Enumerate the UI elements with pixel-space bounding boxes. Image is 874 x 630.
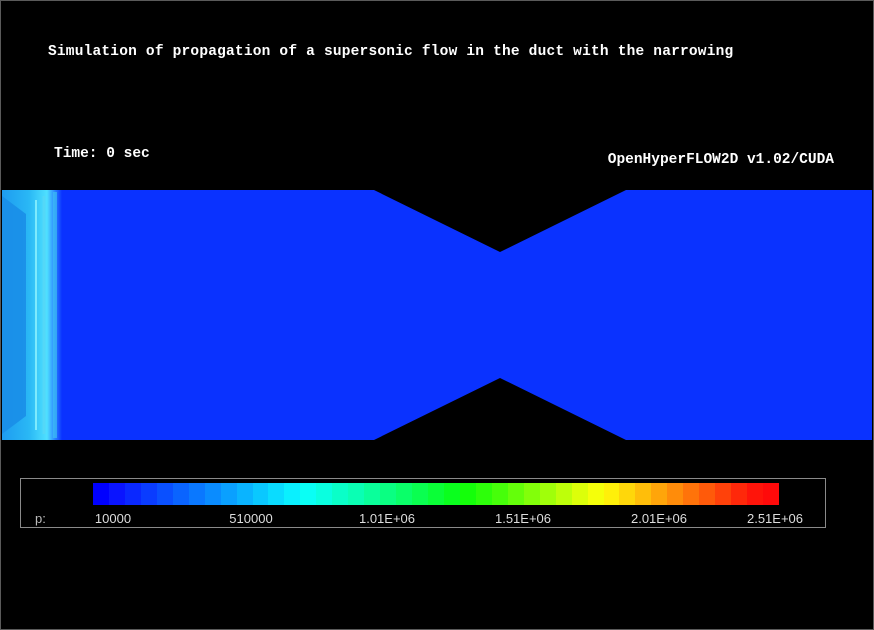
colorbar-segment [507,483,524,505]
software-version: OpenHyperFLOW2D v1.02/CUDA [607,152,834,168]
colorbar-segment [300,483,317,505]
colorbar-segment [396,483,413,505]
colorbar-segment [364,483,381,505]
colorbar-legend: p: 10000 510000 1.01E+06 1.51E+06 2.01E+… [20,478,826,528]
colorbar [93,483,779,505]
colorbar-segment [156,483,173,505]
colorbar-segment [747,483,764,505]
legend-tick: 2.01E+06 [630,511,688,526]
colorbar-segment [555,483,572,505]
colorbar-segment [380,483,397,505]
colorbar-segment [475,483,492,505]
colorbar-segment [571,483,588,505]
colorbar-segment [348,483,365,505]
colorbar-segment [316,483,333,505]
colorbar-segment [412,483,429,505]
colorbar-segment [539,483,556,505]
legend-tick: 10000 [94,511,132,526]
colorbar-segment [603,483,620,505]
colorbar-segment [683,483,700,505]
colorbar-segment [220,483,237,505]
colorbar-segment [332,483,349,505]
colorbar-segment [763,483,779,505]
colorbar-segment [443,483,460,505]
colorbar-segment [204,483,221,505]
colorbar-segment [428,483,444,505]
colorbar-segment [252,483,269,505]
colorbar-segment [523,483,540,505]
colorbar-segment [699,483,716,505]
duct-domain [2,190,872,440]
colorbar-segment [667,483,684,505]
colorbar-segment [284,483,301,505]
shock-front-inner [2,196,26,434]
legend-tick: 1.01E+06 [358,511,416,526]
colorbar-segment [635,483,652,505]
colorbar-segment [651,483,668,505]
colorbar-segment [188,483,205,505]
colorbar-segment [93,483,109,505]
colorbar-segment [731,483,748,505]
colorbar-segment [619,483,636,505]
legend-tick: 510000 [229,511,273,526]
colorbar-segment [124,483,141,505]
colorbar-segment [268,483,285,505]
legend-tick: 1.51E+06 [494,511,552,526]
colorbar-segment [491,483,508,505]
colorbar-segment [459,483,476,505]
simulation-title: Simulation of propagation of a supersoni… [48,44,734,60]
colorbar-segment [715,483,732,505]
legend-tick: 2.51E+06 [746,511,804,526]
time-readout: Time: 0 sec [54,146,150,162]
colorbar-segment [108,483,125,505]
colorbar-segment [140,483,157,505]
colorbar-segment [236,483,253,505]
colorbar-segment [587,483,604,505]
colorbar-segment [172,483,189,505]
legend-variable: p: [35,511,46,526]
